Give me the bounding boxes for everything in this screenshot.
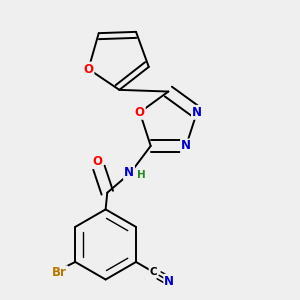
Text: O: O [83, 62, 94, 76]
Text: N: N [124, 166, 134, 179]
Text: Br: Br [52, 266, 67, 279]
Text: N: N [164, 275, 174, 288]
Text: C: C [149, 267, 157, 277]
Text: N: N [181, 140, 191, 152]
Text: O: O [92, 155, 102, 168]
Text: O: O [135, 106, 145, 119]
Text: N: N [192, 106, 202, 119]
Text: H: H [137, 170, 146, 180]
